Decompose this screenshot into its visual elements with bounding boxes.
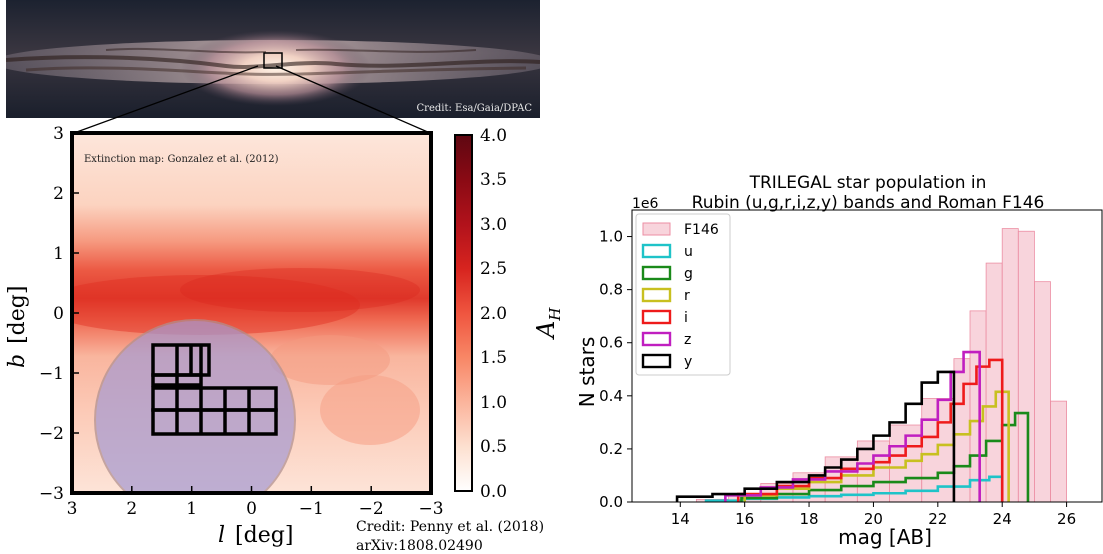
- x-tick-label: 24: [993, 510, 1012, 528]
- legend-frame: [635, 213, 731, 376]
- colorbar-tick-label: 3.5: [480, 170, 507, 190]
- map-y-tick-label: 0: [53, 304, 64, 324]
- histogram-chart: TRILEGAL star population in Rubin (u,g,r…: [575, 173, 1103, 549]
- map-credit-line2: arXiv:1808.02490: [356, 538, 483, 554]
- map-x-tick-label: 3: [67, 499, 78, 519]
- colorbar-tick-label: 0.0: [480, 482, 507, 502]
- chart-title: TRILEGAL star population in: [749, 173, 987, 193]
- map-x-ticks: 3 2 1 0 −1 −2 −3: [67, 486, 444, 519]
- legend-swatch-r: [641, 287, 672, 303]
- legend-label-g: g: [684, 266, 693, 282]
- colorbar-ticks: 4.0 3.5 3.0 2.5 2.0 1.5 1.0 0.5 0.0: [480, 126, 507, 502]
- y-tick-label: 0.8: [599, 281, 623, 299]
- series-y-step: [675, 370, 956, 502]
- gaia-milky-way-image: Credit: Esa/Gaia/DPAC: [0, 0, 553, 118]
- colorbar-tick-label: 1.0: [480, 393, 507, 413]
- map-y-tick-label: 2: [53, 184, 64, 204]
- legend-swatch-F146: [642, 222, 671, 236]
- map-x-tick-label: −1: [299, 499, 324, 519]
- gaia-credit: Credit: Esa/Gaia/DPAC: [416, 103, 532, 114]
- map-x-tick-label: −2: [359, 499, 384, 519]
- map-y-label: b[deg]: [5, 286, 30, 368]
- colorbar-tick-label: 4.0: [480, 126, 507, 146]
- x-tick-label: 14: [671, 510, 690, 528]
- y-tick-label: 0.0: [599, 493, 623, 511]
- legend-label-z: z: [684, 332, 691, 348]
- y-axis-ticks: 0.0 0.2 0.4 0.6 0.8 1.0: [599, 228, 632, 511]
- legend-swatch-i: [641, 309, 672, 325]
- y-tick-label: 0.4: [599, 387, 623, 405]
- legend-label-F146: F146: [684, 222, 719, 238]
- axes-frame: [631, 209, 1103, 503]
- map-y-tick-label: −2: [39, 424, 64, 444]
- colorbar-tick-label: 2.5: [480, 259, 507, 279]
- legend-label-y: y: [684, 354, 692, 370]
- legend-label-u: u: [684, 244, 693, 260]
- y-tick-label: 0.2: [599, 440, 623, 458]
- x-tick-label: 22: [928, 510, 947, 528]
- legend-swatch-z: [641, 331, 672, 347]
- colorbar-tick-label: 0.5: [480, 437, 507, 457]
- map-credit-line1: Credit: Penny et al. (2018): [356, 519, 544, 535]
- x-tick-label: 18: [800, 510, 819, 528]
- series-r-step: [743, 390, 1010, 502]
- y-offset-label: 1e6: [632, 196, 659, 212]
- map-x-tick-label: −3: [418, 499, 443, 519]
- legend-label-r: r: [684, 288, 690, 304]
- zoom-line-right: [275, 65, 431, 134]
- f146-bar: [1017, 230, 1035, 503]
- field-circle: [94, 319, 296, 493]
- f146-bar: [953, 358, 971, 503]
- f146-bar: [1001, 228, 1019, 503]
- colorbar: [454, 134, 473, 492]
- f146-bar: [985, 262, 1003, 503]
- map-y-tick-label: −1: [39, 364, 64, 384]
- y-tick-label: 1.0: [599, 228, 623, 246]
- x-tick-label: 20: [864, 510, 883, 528]
- map-y-tick-label: −3: [39, 484, 64, 504]
- map-annotation: Extinction map: Gonzalez et al. (2012): [84, 154, 279, 165]
- plot-area: [675, 228, 1067, 503]
- colorbar-tick-label: 1.5: [480, 348, 507, 368]
- zoom-box: [263, 52, 283, 69]
- extinction-map-figure: Extinction map: Gonzalez et al. (2012) 3…: [5, 65, 560, 554]
- extinction-map: [72, 133, 431, 493]
- map-y-tick-label: 1: [53, 244, 64, 264]
- map-x-tick-label: 1: [186, 499, 197, 519]
- x-tick-label: 16: [735, 510, 754, 528]
- milky-way-illustration: [0, 0, 553, 118]
- series-z-step: [724, 350, 981, 502]
- zoom-line-left: [73, 65, 259, 134]
- colorbar-label: AH: [532, 307, 560, 340]
- f146-bar: [1033, 281, 1051, 503]
- y-tick-label: 0.6: [599, 334, 623, 352]
- map-y-tick-label: 3: [53, 124, 64, 144]
- legend-swatch-y: [641, 353, 672, 369]
- x-axis-label: mag [AB]: [838, 525, 932, 549]
- legend-swatch-u: [641, 243, 672, 259]
- legend-swatch-g: [641, 265, 672, 281]
- roman-field-footprint: [151, 343, 278, 436]
- map-x-label: l [deg]: [218, 523, 293, 548]
- chart-subtitle: Rubin (u,g,r,i,z,y) bands and Roman F146: [692, 193, 1045, 213]
- colorbar-tick-label: 3.0: [480, 215, 507, 235]
- colorbar-tick-label: 2.0: [480, 304, 507, 324]
- f146-bar: [1050, 400, 1067, 503]
- x-axis-ticks: 14 16 18 20 22 24 26: [671, 502, 1076, 528]
- map-x-tick-label: 2: [126, 499, 137, 519]
- map-x-tick-label: 0: [246, 499, 257, 519]
- x-tick-label: 26: [1057, 510, 1076, 528]
- y-axis-label: N stars: [575, 337, 599, 407]
- legend-label-i: i: [684, 310, 688, 326]
- map-y-ticks: 3 2 1 0 −1 −2 −3: [39, 124, 79, 504]
